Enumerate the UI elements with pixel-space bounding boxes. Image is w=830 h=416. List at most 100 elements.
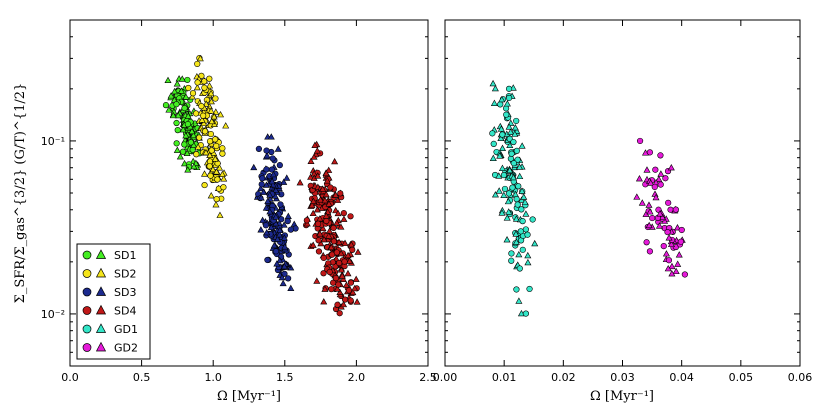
right-point-gd1 <box>512 238 520 245</box>
left-point-sd4 <box>354 248 362 255</box>
left-point-sd2 <box>201 84 208 91</box>
left-point-sd2 <box>202 148 210 156</box>
legend-label: SD2 <box>114 268 136 281</box>
left-point-sd4 <box>316 196 324 203</box>
right-point-gd1 <box>503 236 511 243</box>
legend-circle-marker <box>82 287 92 297</box>
right-point-gd1 <box>519 246 526 253</box>
right-point-gd2 <box>655 222 663 229</box>
left-point-sd2 <box>198 116 206 123</box>
left-point-sd3 <box>269 155 276 162</box>
left-point-sd2 <box>206 163 213 170</box>
right-point-gd1 <box>511 130 519 137</box>
right-point-gd1 <box>518 142 526 149</box>
left-point-sd4 <box>325 200 333 207</box>
right-point-gd1 <box>497 134 505 141</box>
right-point-gd1 <box>489 79 497 87</box>
left-point-sd1 <box>173 146 181 153</box>
left-point-sd2 <box>212 108 220 115</box>
left-point-sd4 <box>337 266 345 273</box>
left-point-sd4 <box>345 287 353 294</box>
left-point-sd1 <box>173 140 180 147</box>
legend-triangle-marker <box>95 249 107 259</box>
left-point-sd4 <box>336 288 344 295</box>
right-point-gd1 <box>490 140 497 148</box>
right-point-gd1 <box>496 152 504 159</box>
right-x-tick-label: 0.06 <box>788 371 813 384</box>
left-point-sd3 <box>260 188 268 195</box>
right-point-gd1 <box>519 218 526 225</box>
right-point-gd1 <box>515 250 523 258</box>
right-point-gd1 <box>513 196 520 203</box>
left-point-sd3 <box>287 284 295 291</box>
right-point-gd1 <box>518 206 525 213</box>
right-point-gd1 <box>516 172 524 180</box>
right-point-gd1 <box>524 231 531 238</box>
left-point-sd3 <box>273 260 281 267</box>
right-point-gd1 <box>513 117 520 125</box>
right-point-gd2 <box>652 166 659 173</box>
legend-circle-marker <box>82 269 92 278</box>
left-point-sd3 <box>276 162 283 169</box>
left-point-sd1 <box>173 80 181 87</box>
right-point-gd1 <box>507 128 515 135</box>
left-point-sd2 <box>207 192 215 199</box>
right-point-gd2 <box>667 164 675 171</box>
left-point-sd1 <box>162 102 170 109</box>
left-point-sd3 <box>272 248 280 255</box>
left-point-sd3 <box>257 184 265 192</box>
left-point-sd4 <box>335 281 342 288</box>
right-point-gd2 <box>681 271 688 278</box>
left-point-sd4 <box>319 224 327 232</box>
left-point-sd2 <box>220 184 227 191</box>
left-point-sd1 <box>177 87 185 94</box>
left-point-sd3 <box>280 221 288 228</box>
left-point-sd3 <box>279 279 287 287</box>
left-ticks: 0.0 0.5 1.0 1.5 2.0 2.5 10⁻² 10⁻¹ <box>41 19 437 384</box>
left-point-sd4 <box>342 281 350 288</box>
left-point-sd3 <box>276 226 284 234</box>
right-point-gd1 <box>508 150 515 157</box>
left-point-sd3 <box>267 223 275 231</box>
left-point-sd1 <box>184 121 191 128</box>
legend-circle-marker <box>82 343 92 352</box>
left-point-sd2 <box>208 117 216 125</box>
left-point-sd1 <box>173 119 180 127</box>
right-point-gd1 <box>526 285 533 293</box>
right-point-gd1 <box>524 251 532 259</box>
left-point-sd4 <box>315 237 322 244</box>
left-point-sd2 <box>201 170 209 177</box>
right-point-gd1 <box>498 144 507 151</box>
left-point-sd4 <box>352 275 360 282</box>
left-point-sd2 <box>208 147 215 154</box>
left-point-sd4 <box>320 235 328 243</box>
legend-circle-marker <box>82 324 92 334</box>
left-point-sd4 <box>344 269 352 277</box>
right-point-gd2 <box>664 229 671 236</box>
left-point-sd4 <box>308 201 316 209</box>
right-point-gd2 <box>635 175 643 182</box>
left-point-sd2 <box>213 196 220 203</box>
left-point-sd4 <box>341 296 349 303</box>
left-point-sd3 <box>262 181 270 188</box>
right-point-gd2 <box>660 243 667 250</box>
left-point-sd3 <box>262 204 270 211</box>
left-point-sd1 <box>184 166 192 173</box>
left-point-sd2 <box>220 175 228 182</box>
left-point-sd3 <box>283 174 291 181</box>
left-point-sd4 <box>325 166 333 173</box>
left-point-sd3 <box>268 166 275 173</box>
left-point-sd2 <box>212 95 219 102</box>
left-point-sd3 <box>281 270 288 277</box>
left-point-sd4 <box>333 285 341 292</box>
left-point-sd4 <box>331 157 339 165</box>
left-point-sd2 <box>206 151 214 159</box>
left-point-sd2 <box>200 119 208 127</box>
left-point-sd2 <box>193 83 201 91</box>
right-point-gd1 <box>503 100 511 107</box>
left-point-sd1 <box>174 111 182 119</box>
left-point-sd3 <box>266 191 274 198</box>
left-point-sd4 <box>333 249 341 256</box>
legend-label: SD4 <box>114 305 136 318</box>
right-point-gd2 <box>651 183 658 191</box>
